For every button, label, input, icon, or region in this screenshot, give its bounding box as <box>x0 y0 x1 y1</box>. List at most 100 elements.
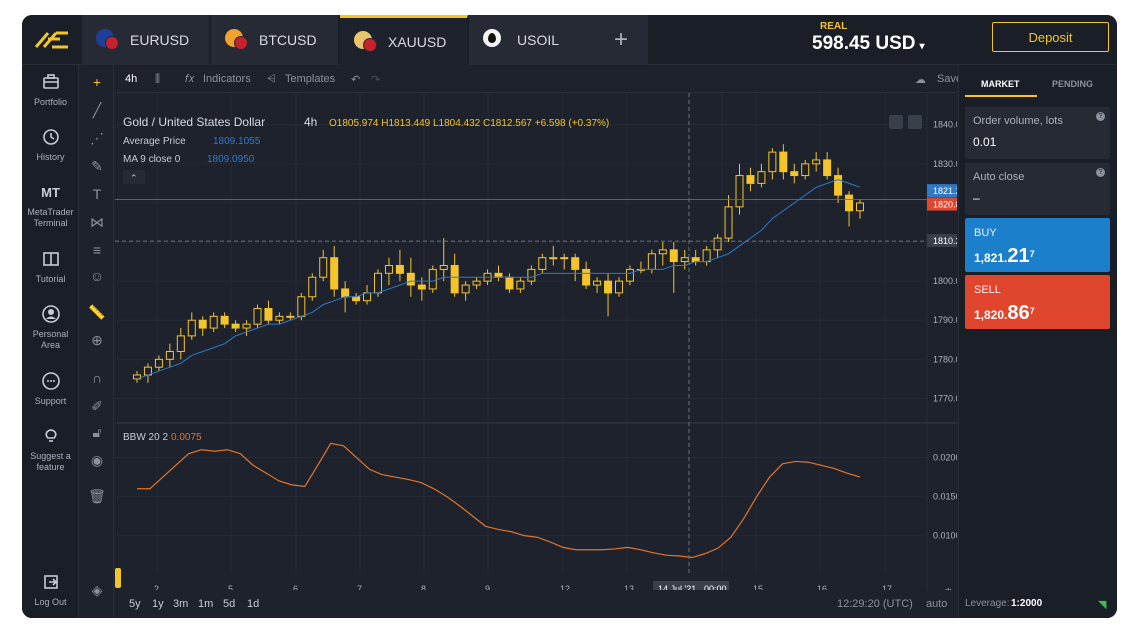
price-chart[interactable]: 1840.000 1830.000 1821.217 1820.867 1810.240… <box>115 93 957 590</box>
range-1d[interactable]: 1d <box>247 598 260 610</box>
settings-gear-icon[interactable]: ⚙ <box>943 586 954 590</box>
nav-portfolio[interactable]: Portfolio <box>22 73 79 108</box>
nav-support[interactable]: Support <box>22 372 79 407</box>
app-window: EURUSD BTCUSD XAUUSD USOIL + REAL 598.45… <box>22 15 1117 618</box>
ma-line <box>136 178 861 380</box>
templates-button[interactable]: Templates <box>285 73 336 85</box>
btc-us-flag-icon <box>225 29 251 51</box>
tab-btcusd[interactable]: BTCUSD <box>211 15 339 65</box>
tab-market[interactable]: MARKET <box>981 79 1020 89</box>
time-tag-label: 00:00 <box>704 584 727 590</box>
crosshair-icon[interactable]: + <box>92 74 102 90</box>
candle-body <box>461 284 470 294</box>
price-tick-label: 1830.000 <box>933 159 957 169</box>
magnet-icon[interactable]: ∩ <box>91 370 103 386</box>
chart-grid <box>115 93 927 573</box>
lock-icon[interactable]: 🔓︎ <box>92 424 102 440</box>
candle-body <box>604 280 613 294</box>
sell-label: SELL <box>974 284 1001 296</box>
candle-body <box>286 315 295 318</box>
candle-body <box>450 265 459 294</box>
nav-tutorial[interactable]: Tutorial <box>22 250 79 285</box>
eye-icon[interactable]: ◉ <box>90 452 104 468</box>
mt-icon: MT <box>41 185 60 200</box>
interval-selector[interactable]: 4h <box>125 73 138 85</box>
candle-body <box>647 253 656 270</box>
nav-history[interactable]: History <box>22 128 79 163</box>
nav-personal-area[interactable]: Personal Area <box>22 305 79 351</box>
deposit-button[interactable]: Deposit <box>992 22 1109 52</box>
order-volume-field[interactable]: Order volume, lots 0.01 ? <box>965 107 1110 159</box>
candle-body <box>352 296 361 302</box>
candle-body <box>735 175 744 208</box>
range-5y[interactable]: 5y <box>129 598 141 610</box>
pattern-icon[interactable]: ⋈ <box>90 214 104 230</box>
redo-icon[interactable]: ↷ <box>371 74 381 86</box>
text-icon[interactable]: T <box>92 186 102 202</box>
tab-usoil[interactable]: USOIL <box>469 15 597 65</box>
time-tick-label: 9 <box>485 584 490 590</box>
trash-icon[interactable]: 🗑︎ <box>88 488 106 504</box>
candle-type-icon[interactable]: ⫼ <box>155 73 161 85</box>
exness-logo[interactable] <box>22 15 82 65</box>
brush-icon[interactable]: ✎ <box>91 158 103 174</box>
chart-toolbar: 4h ⫼ 𝑓𝑥 Indicators ⩤ Templates ↶ ↷ ☁ Sav… <box>115 65 973 93</box>
candle-body <box>384 265 393 274</box>
fib-icon[interactable]: ⋰ <box>90 130 104 146</box>
tab-pending[interactable]: PENDING <box>1052 79 1094 89</box>
auto-close-value[interactable]: – <box>973 191 980 205</box>
range-1m[interactable]: 1m <box>198 598 214 610</box>
templates-icon[interactable]: ⩤ <box>267 73 276 85</box>
account-selector[interactable]: REAL 598.45 USD ▾ <box>812 21 942 55</box>
nav-metatrader[interactable]: MT MetaTrader Terminal <box>22 183 79 229</box>
save-button[interactable]: Save <box>937 73 963 85</box>
tab-xauusd[interactable]: XAUUSD <box>340 15 468 65</box>
smiley-icon[interactable]: ☺ <box>89 268 105 284</box>
candle-body <box>154 358 163 368</box>
indicators-icon[interactable]: 𝑓𝑥 <box>185 73 195 85</box>
range-3m[interactable]: 3m <box>173 598 189 610</box>
fullscreen-icon[interactable] <box>908 115 922 129</box>
sell-button[interactable]: SELL 1,820.867 <box>965 275 1110 329</box>
chat-icon <box>41 372 61 392</box>
pencil-lock-icon[interactable]: ✐ <box>91 398 103 414</box>
auto-close-field[interactable]: Auto close – ? <box>965 163 1110 215</box>
indicators-button[interactable]: Indicators <box>203 73 251 85</box>
measure-lines-icon[interactable]: ≡ <box>92 242 102 258</box>
nav-suggest-feature[interactable]: Suggest a feature <box>22 427 79 473</box>
nav-label: Support <box>34 396 67 406</box>
ruler-icon[interactable]: 📏 <box>88 304 106 320</box>
nav-label: Personal Area <box>32 329 69 350</box>
order-volume-value[interactable]: 0.01 <box>973 135 997 149</box>
range-5d[interactable]: 5d <box>223 598 236 610</box>
tab-eurusd[interactable]: EURUSD <box>82 15 210 65</box>
collapse-legend-button[interactable] <box>123 170 145 184</box>
bottom-bar: 5y 1y 3m 1m 5d 1d 12:29:20 (UTC) auto Le… <box>115 590 1117 618</box>
trend-line-icon[interactable]: ╱ <box>92 102 102 118</box>
auto-scale-toggle[interactable]: auto <box>926 598 948 610</box>
undo-icon[interactable]: ↶ <box>351 74 361 86</box>
candle-body <box>242 323 251 329</box>
help-icon[interactable]: ? <box>1096 112 1105 121</box>
zoom-in-icon[interactable]: ⊕ <box>91 332 103 348</box>
nav-logout[interactable]: Log Out <box>22 573 79 608</box>
help-icon[interactable]: ? <box>1096 168 1105 177</box>
gold-us-flag-icon <box>354 30 380 53</box>
add-tab-button[interactable]: + <box>594 15 648 65</box>
candle-body <box>209 315 218 329</box>
range-1y[interactable]: 1y <box>152 598 164 610</box>
buy-button[interactable]: BUY 1,821.217 <box>965 218 1110 272</box>
candle-body <box>757 171 766 184</box>
candle-body <box>724 206 733 239</box>
layers-icon[interactable]: ◈ <box>91 582 103 598</box>
eu-us-flag-icon <box>96 29 122 51</box>
price-tag <box>927 234 957 248</box>
download-icon[interactable] <box>889 115 903 129</box>
candle-body <box>505 276 514 290</box>
price-tick-label: 1840.000 <box>933 120 957 130</box>
collapse-toolbar-handle[interactable] <box>115 568 121 588</box>
price-tick-label: 1780.000 <box>933 354 957 364</box>
nav-label: MetaTrader Terminal <box>27 207 74 228</box>
